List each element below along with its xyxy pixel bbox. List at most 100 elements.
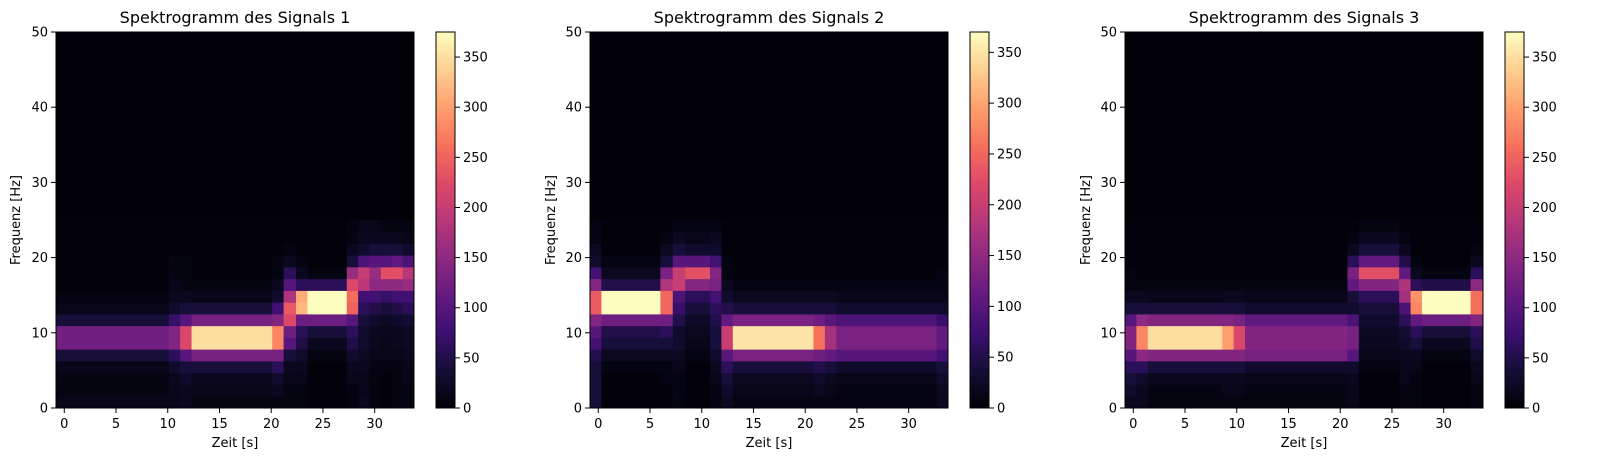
- x-tick-label: 15: [745, 417, 762, 432]
- colorbar-gradient-step: [436, 380, 455, 385]
- heatmap-cell-s7-b9: [732, 290, 814, 303]
- colorbar-gradient-step: [1505, 248, 1524, 253]
- heatmap-cell-s6-b10: [1347, 278, 1360, 291]
- y-tick-label: 10: [565, 326, 582, 341]
- colorbar-gradient-step: [436, 372, 455, 377]
- heatmap-cell-s2-b15: [1147, 220, 1223, 233]
- heatmap-cell-s10-b15: [1421, 220, 1471, 233]
- x-tick-label: 25: [849, 417, 866, 432]
- heatmap-cell-s5-b10: [710, 278, 722, 291]
- heatmap-cell-s10-b11: [1421, 267, 1471, 280]
- heatmap-cell-s5-b10: [1245, 278, 1348, 291]
- x-axis-label: Zeit [s]: [746, 436, 793, 451]
- heatmap-cell-s11-b0: [936, 396, 949, 409]
- colorbar-gradient-step: [436, 164, 455, 169]
- heatmap-cell-s11-b8: [380, 302, 393, 315]
- heatmap-cell-s9-b9: [358, 290, 370, 303]
- heatmap-cell-s5-b12: [283, 255, 297, 268]
- colorbar-gradient-step: [436, 376, 455, 381]
- heatmap-cell-s11-b11: [380, 267, 393, 280]
- heatmap-cell-s11-b5: [1470, 337, 1484, 350]
- heatmap-cell-s5-b4: [1245, 349, 1348, 362]
- heatmap-cell-s1-b8: [601, 302, 661, 315]
- heatmap-cell-s0-b7: [56, 314, 170, 327]
- colorbar-gradient-step: [970, 256, 989, 261]
- heatmap-cell-s11-b4: [936, 349, 949, 362]
- colorbar-gradient-step: [1505, 264, 1524, 269]
- heatmap-cell-s9-b7: [358, 314, 370, 327]
- heatmap-cell-s10-b3: [369, 361, 382, 374]
- colorbar-gradient-step: [970, 228, 989, 233]
- heatmap-cell-s7-b2: [732, 372, 814, 385]
- heatmap-cell-s10-b13: [1421, 243, 1471, 256]
- y-tick-label: 20: [1100, 251, 1117, 266]
- colorbar-gradient-step: [970, 52, 989, 57]
- heatmap-cell-s4-b12: [1233, 255, 1246, 268]
- colorbar-gradient-step: [1505, 356, 1524, 361]
- heatmap-cell-s4-b15: [685, 220, 711, 233]
- heatmap-cell-s1-b1: [168, 384, 181, 397]
- heatmap-cell-s3-b1: [1222, 384, 1235, 397]
- colorbar-gradient-step: [970, 300, 989, 305]
- colorbar-gradient-step: [1505, 360, 1524, 365]
- colorbar-gradient-step: [436, 116, 455, 121]
- heatmap-cell-s1-b3: [1136, 361, 1149, 374]
- heatmap-cell-s7-b1: [307, 384, 348, 397]
- heatmap-cell-s8-b5: [346, 337, 359, 350]
- colorbar-gradient-step: [436, 152, 455, 157]
- heatmap-cell-s7-b1: [1358, 384, 1400, 397]
- heatmap-cell-s1-b9: [601, 290, 661, 303]
- heatmap-cell-s1-b14: [168, 231, 181, 244]
- heatmap-cell-s1-b11: [168, 267, 181, 280]
- colorbar-gradient-step: [970, 280, 989, 285]
- heatmap-cell-s13-b2: [402, 372, 415, 385]
- heatmap-cell-s7-b5: [732, 337, 814, 350]
- x-tick-label: 20: [1332, 417, 1349, 432]
- heatmap-cell-s6-b6: [296, 325, 308, 338]
- colorbar-gradient-step: [970, 212, 989, 217]
- colorbar-gradient-step: [970, 152, 989, 157]
- heatmap-cell-s2-b8: [660, 302, 674, 315]
- heatmap-cell-s8-b4: [1399, 349, 1411, 362]
- heatmap-cell-s8-b7: [346, 314, 359, 327]
- heatmap-cell-s3-b11: [672, 267, 686, 280]
- heatmap-cell-s4-b10: [272, 278, 285, 291]
- colorbar-gradient-step: [436, 352, 455, 357]
- heatmap-cell-s6-b1: [296, 384, 308, 397]
- y-axis-label: Frequenz [Hz]: [544, 175, 559, 265]
- colorbar-gradient-step: [1505, 160, 1524, 165]
- heatmap-cell-s11-b10: [936, 278, 949, 291]
- colorbar-gradient-step: [1505, 392, 1524, 397]
- heatmap-cell-s5-b13: [1245, 243, 1348, 256]
- colorbar-gradient-step: [1505, 48, 1524, 53]
- heatmap-cell-s7-b6: [1358, 325, 1400, 338]
- heatmap-cell-s3-b6: [1222, 325, 1235, 338]
- heatmap-cell-s1-b11: [1136, 267, 1149, 280]
- heatmap-cell-s8-b10: [1399, 278, 1411, 291]
- colorbar-gradient-step: [1505, 144, 1524, 149]
- colorbar-gradient-step: [436, 348, 455, 353]
- heatmap-cell-s11-b1: [936, 384, 949, 397]
- heatmap-cell-s4-b4: [685, 349, 711, 362]
- heatmap-cell-s10-b8: [369, 302, 382, 315]
- heatmap-cell-s4-b10: [1233, 278, 1246, 291]
- heatmap-cell-s5-b1: [283, 384, 297, 397]
- heatmap-cell-s10-b11: [836, 267, 938, 280]
- heatmap-cell-s2-b4: [660, 349, 674, 362]
- heatmap-cell-s2-b9: [180, 290, 192, 303]
- heatmap-cell-s2-b3: [660, 361, 674, 374]
- colorbar-gradient-step: [1505, 328, 1524, 333]
- colorbar-gradient-step: [970, 308, 989, 313]
- heatmap-cell-s4-b13: [272, 243, 285, 256]
- colorbar-tick-label: 50: [463, 351, 480, 366]
- heatmap-cell-s7-b4: [732, 349, 814, 362]
- colorbar-gradient-step: [970, 392, 989, 397]
- colorbar-gradient-step: [436, 256, 455, 261]
- heatmap-cell-s1-b3: [168, 361, 181, 374]
- heatmap-cell-s0-b5: [590, 337, 602, 350]
- colorbar-gradient-step: [970, 292, 989, 297]
- heatmap-cell-s4-b13: [685, 243, 711, 256]
- heatmap-cell-s8-b3: [813, 361, 826, 374]
- heatmap-cell-s13-b1: [402, 384, 415, 397]
- heatmap-cell-s0-b13: [590, 243, 602, 256]
